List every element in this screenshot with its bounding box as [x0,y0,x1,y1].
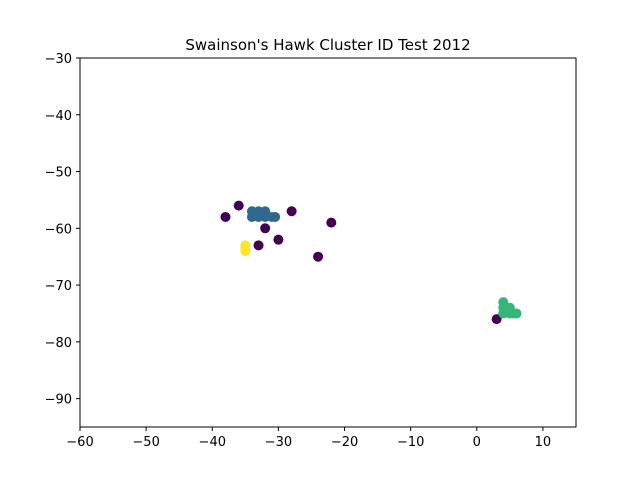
scatter-point-cluster-0 [220,211,231,222]
scatter-point-cluster-3 [240,246,251,257]
x-tick-label: 0 [473,435,481,450]
x-tick-label: −60 [66,435,93,450]
y-tick-label: −30 [45,52,72,67]
scatter-point-cluster-1 [270,211,281,222]
y-tick-label: −50 [45,166,72,181]
scatter-point-cluster-2 [511,308,522,319]
points-layer [220,200,522,325]
scatter-point-cluster-0 [253,240,264,251]
scatter-point-cluster-0 [273,234,284,245]
ticks-layer: −60 −50 −40 −30 −20 −10 0 10 −30 −40 −50 −60 −70 −80 −… [45,52,552,450]
chart-title: Swainson's Hawk Cluster ID Test 2012 [185,36,470,54]
scatter-point-cluster-0 [326,217,337,228]
scatter-point-cluster-0 [286,206,297,217]
y-tick-label: −70 [45,279,72,294]
x-tick-label: −30 [265,435,292,450]
y-tick-label: −80 [45,336,72,351]
y-tick-label: −40 [45,109,72,124]
y-tick-label: −90 [45,393,72,408]
x-tick-label: −20 [331,435,358,450]
scatter-point-cluster-0 [233,200,244,211]
x-tick-label: −50 [132,435,159,450]
scatter-point-cluster-0 [313,251,324,262]
scatter-point-cluster-0 [491,314,502,325]
scatter-point-cluster-0 [260,223,271,234]
plot-frame [79,57,577,428]
scatter-point-cluster-1 [260,211,271,222]
x-tick-label: −40 [199,435,226,450]
x-tick-label: 10 [535,435,552,450]
x-tick-label: −10 [397,435,424,450]
y-tick-label: −60 [45,222,72,237]
scatter-point-cluster-2 [501,305,512,316]
